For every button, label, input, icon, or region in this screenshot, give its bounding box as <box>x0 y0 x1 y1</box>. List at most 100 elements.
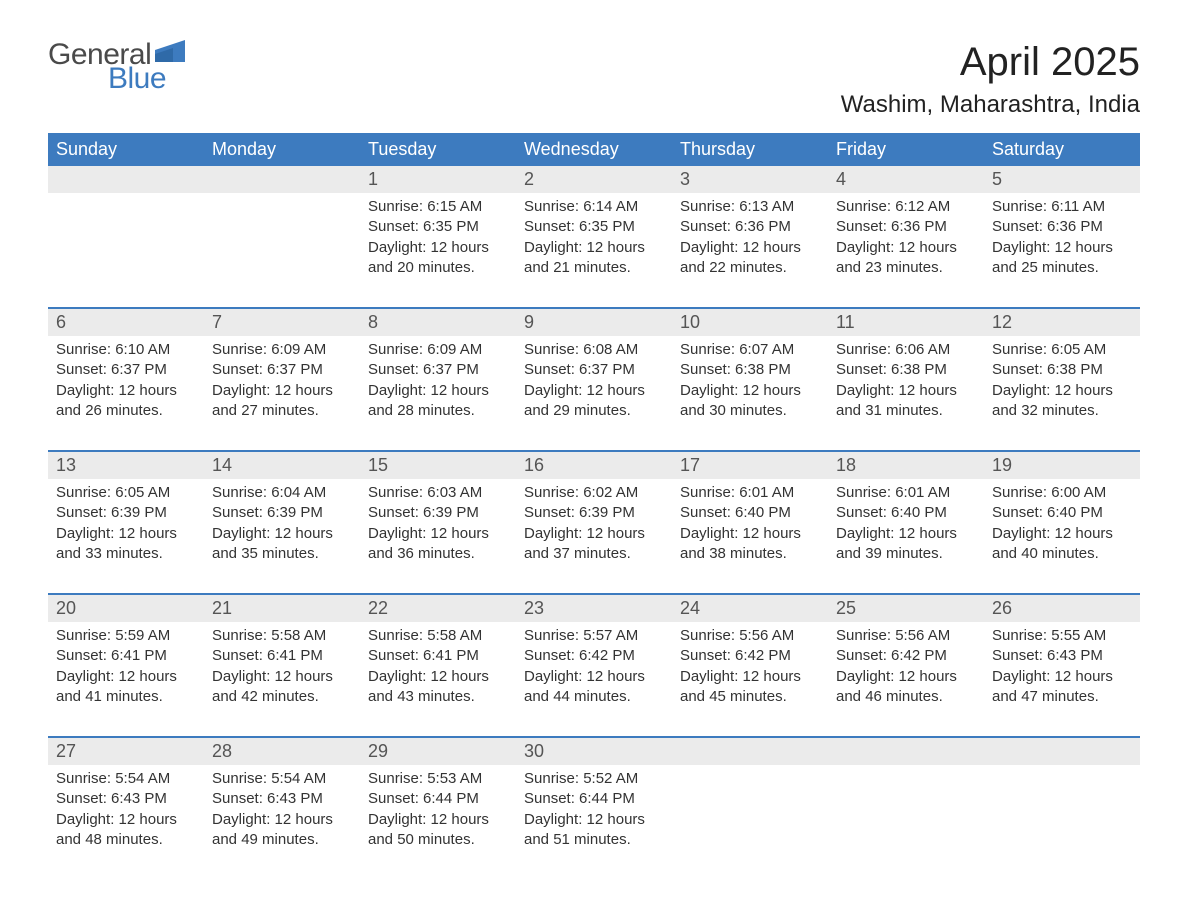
daylight2-text: and 31 minutes. <box>836 401 976 421</box>
day-number: 29 <box>360 738 516 765</box>
sunrise-text: Sunrise: 6:06 AM <box>836 340 976 360</box>
day-number: 24 <box>672 595 828 622</box>
sunrise-text: Sunrise: 5:59 AM <box>56 626 196 646</box>
calendar-week: 6789101112Sunrise: 6:10 AMSunset: 6:37 P… <box>48 307 1140 432</box>
day-number: 15 <box>360 452 516 479</box>
sunrise-text: Sunrise: 6:01 AM <box>680 483 820 503</box>
daylight1-text: Daylight: 12 hours <box>212 810 352 830</box>
daylight1-text: Daylight: 12 hours <box>524 381 664 401</box>
logo-text-blue: Blue <box>108 64 185 94</box>
day-cell: Sunrise: 6:15 AMSunset: 6:35 PMDaylight:… <box>360 193 516 289</box>
daylight2-text: and 33 minutes. <box>56 544 196 564</box>
daylight1-text: Daylight: 12 hours <box>212 524 352 544</box>
weekday-header: Saturday <box>984 133 1140 166</box>
day-number: 18 <box>828 452 984 479</box>
weekday-header-row: Sunday Monday Tuesday Wednesday Thursday… <box>48 133 1140 166</box>
daylight1-text: Daylight: 12 hours <box>680 667 820 687</box>
day-number: 21 <box>204 595 360 622</box>
day-cell: Sunrise: 6:08 AMSunset: 6:37 PMDaylight:… <box>516 336 672 432</box>
daylight2-text: and 41 minutes. <box>56 687 196 707</box>
day-cell: Sunrise: 6:06 AMSunset: 6:38 PMDaylight:… <box>828 336 984 432</box>
header: General Blue April 2025 Washim, Maharash… <box>48 40 1140 119</box>
daynum-row: 6789101112 <box>48 309 1140 336</box>
sunset-text: Sunset: 6:39 PM <box>368 503 508 523</box>
sunrise-text: Sunrise: 6:09 AM <box>212 340 352 360</box>
day-number: 1 <box>360 166 516 193</box>
day-number: 5 <box>984 166 1140 193</box>
daylight2-text: and 44 minutes. <box>524 687 664 707</box>
daylight1-text: Daylight: 12 hours <box>836 381 976 401</box>
day-cell: Sunrise: 6:09 AMSunset: 6:37 PMDaylight:… <box>204 336 360 432</box>
day-cell: Sunrise: 6:01 AMSunset: 6:40 PMDaylight:… <box>828 479 984 575</box>
sunset-text: Sunset: 6:43 PM <box>212 789 352 809</box>
day-cell: Sunrise: 5:58 AMSunset: 6:41 PMDaylight:… <box>204 622 360 718</box>
day-number: 14 <box>204 452 360 479</box>
day-number: 4 <box>828 166 984 193</box>
daylight2-text: and 48 minutes. <box>56 830 196 850</box>
day-number: 25 <box>828 595 984 622</box>
sunset-text: Sunset: 6:38 PM <box>680 360 820 380</box>
daylight1-text: Daylight: 12 hours <box>836 524 976 544</box>
daylight2-text: and 30 minutes. <box>680 401 820 421</box>
daylight1-text: Daylight: 12 hours <box>992 238 1132 258</box>
daylight1-text: Daylight: 12 hours <box>680 524 820 544</box>
daylight1-text: Daylight: 12 hours <box>524 810 664 830</box>
daylight1-text: Daylight: 12 hours <box>836 238 976 258</box>
day-cell: Sunrise: 5:55 AMSunset: 6:43 PMDaylight:… <box>984 622 1140 718</box>
sunrise-text: Sunrise: 6:04 AM <box>212 483 352 503</box>
sunrise-text: Sunrise: 5:52 AM <box>524 769 664 789</box>
sunset-text: Sunset: 6:42 PM <box>680 646 820 666</box>
title-block: April 2025 Washim, Maharashtra, India <box>841 40 1140 119</box>
sunrise-text: Sunrise: 5:53 AM <box>368 769 508 789</box>
day-cell: Sunrise: 6:14 AMSunset: 6:35 PMDaylight:… <box>516 193 672 289</box>
weekday-header: Monday <box>204 133 360 166</box>
day-cell: Sunrise: 6:09 AMSunset: 6:37 PMDaylight:… <box>360 336 516 432</box>
daylight2-text: and 29 minutes. <box>524 401 664 421</box>
location-subtitle: Washim, Maharashtra, India <box>841 91 1140 119</box>
day-cell: Sunrise: 6:02 AMSunset: 6:39 PMDaylight:… <box>516 479 672 575</box>
daylight2-text: and 32 minutes. <box>992 401 1132 421</box>
sunset-text: Sunset: 6:35 PM <box>368 217 508 237</box>
sunrise-text: Sunrise: 5:58 AM <box>368 626 508 646</box>
sunrise-text: Sunrise: 5:54 AM <box>212 769 352 789</box>
day-number: 13 <box>48 452 204 479</box>
sunset-text: Sunset: 6:41 PM <box>368 646 508 666</box>
day-cell <box>48 193 204 289</box>
day-number: 3 <box>672 166 828 193</box>
sunset-text: Sunset: 6:44 PM <box>368 789 508 809</box>
sunrise-text: Sunrise: 6:12 AM <box>836 197 976 217</box>
sunset-text: Sunset: 6:41 PM <box>212 646 352 666</box>
daylight2-text: and 39 minutes. <box>836 544 976 564</box>
sunrise-text: Sunrise: 6:05 AM <box>56 483 196 503</box>
calendar: Sunday Monday Tuesday Wednesday Thursday… <box>48 133 1140 861</box>
day-cell: Sunrise: 5:54 AMSunset: 6:43 PMDaylight:… <box>48 765 204 861</box>
sunset-text: Sunset: 6:40 PM <box>992 503 1132 523</box>
day-cell: Sunrise: 6:11 AMSunset: 6:36 PMDaylight:… <box>984 193 1140 289</box>
day-cell: Sunrise: 6:05 AMSunset: 6:38 PMDaylight:… <box>984 336 1140 432</box>
sunrise-text: Sunrise: 6:02 AM <box>524 483 664 503</box>
weekday-header: Thursday <box>672 133 828 166</box>
weekday-header: Wednesday <box>516 133 672 166</box>
day-number <box>48 166 204 193</box>
daylight2-text: and 45 minutes. <box>680 687 820 707</box>
day-number <box>204 166 360 193</box>
daylight1-text: Daylight: 12 hours <box>212 667 352 687</box>
sunrise-text: Sunrise: 5:58 AM <box>212 626 352 646</box>
sunset-text: Sunset: 6:38 PM <box>836 360 976 380</box>
sunset-text: Sunset: 6:42 PM <box>836 646 976 666</box>
day-number: 16 <box>516 452 672 479</box>
day-cell: Sunrise: 6:00 AMSunset: 6:40 PMDaylight:… <box>984 479 1140 575</box>
month-title: April 2025 <box>841 40 1140 85</box>
daylight2-text: and 49 minutes. <box>212 830 352 850</box>
sunset-text: Sunset: 6:35 PM <box>524 217 664 237</box>
sunset-text: Sunset: 6:43 PM <box>992 646 1132 666</box>
daylight2-text: and 35 minutes. <box>212 544 352 564</box>
day-number: 28 <box>204 738 360 765</box>
daynum-row: 20212223242526 <box>48 595 1140 622</box>
daylight1-text: Daylight: 12 hours <box>524 667 664 687</box>
sunset-text: Sunset: 6:39 PM <box>212 503 352 523</box>
day-number: 8 <box>360 309 516 336</box>
calendar-week: 27282930Sunrise: 5:54 AMSunset: 6:43 PMD… <box>48 736 1140 861</box>
day-cell: Sunrise: 5:58 AMSunset: 6:41 PMDaylight:… <box>360 622 516 718</box>
daylight1-text: Daylight: 12 hours <box>992 524 1132 544</box>
